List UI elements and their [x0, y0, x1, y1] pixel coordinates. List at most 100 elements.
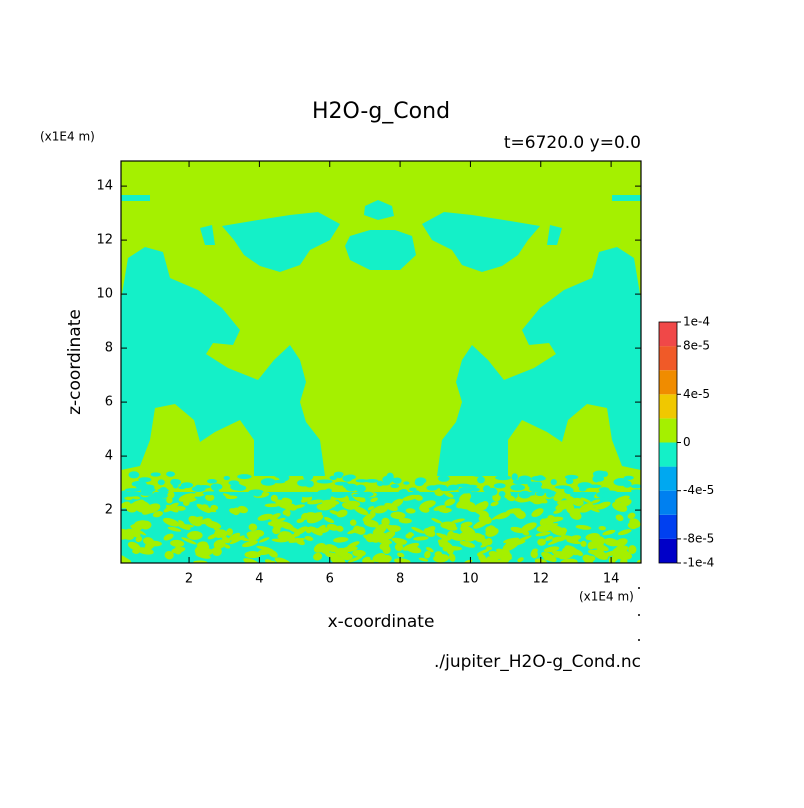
- contour-region: [628, 545, 637, 554]
- contour-region: [546, 490, 556, 496]
- contour-region: [550, 479, 557, 486]
- contour-region: [252, 490, 262, 497]
- contour-region: [437, 247, 641, 476]
- contour-region: [598, 525, 606, 531]
- contour-region: [144, 541, 155, 550]
- contour-region: [258, 537, 270, 543]
- x-unit: (x1E4 m): [579, 590, 634, 604]
- contour-region: [412, 490, 420, 495]
- contour-region: [167, 491, 175, 499]
- contour-region: [398, 517, 412, 524]
- contour-region: [130, 527, 147, 536]
- contour-region: [440, 487, 454, 492]
- contour-region: [455, 483, 471, 488]
- contour-region: [473, 501, 489, 512]
- contour-region: [296, 518, 305, 523]
- contour-region: [448, 553, 456, 562]
- contour-region: [353, 525, 362, 534]
- contour-region: [229, 508, 239, 515]
- contour-region: [347, 555, 363, 563]
- contour-region: [304, 536, 314, 541]
- contour-region: [335, 547, 349, 557]
- colorbar-tick-label: -8e-5: [683, 531, 714, 545]
- contour-region: [284, 508, 291, 517]
- contour-region: [617, 529, 632, 536]
- contour-region: [601, 491, 618, 499]
- contour-region: [313, 552, 323, 561]
- contour-region: [383, 477, 398, 482]
- contour-region: [200, 225, 215, 245]
- contour-region: [397, 552, 405, 558]
- contour-region: [532, 495, 546, 505]
- contour-region: [446, 546, 463, 551]
- contour-region: [121, 501, 131, 509]
- contour-region: [382, 545, 391, 555]
- x-tick-label: 12: [532, 572, 549, 587]
- contour-region: [150, 472, 161, 477]
- contour-region: [243, 558, 260, 563]
- contour-region: [485, 527, 499, 537]
- colorbar-swatch: [659, 490, 677, 515]
- contour-region: [405, 508, 416, 514]
- contour-region: [211, 486, 218, 491]
- contour-region: [365, 479, 379, 483]
- contour-region: [352, 549, 366, 557]
- contour-region: [445, 524, 458, 531]
- contour-region: [612, 195, 641, 201]
- contour-region: [413, 536, 429, 541]
- contour-region: [580, 540, 587, 547]
- contour-region: [423, 527, 436, 537]
- contour-region: [580, 497, 592, 504]
- colorbar-swatch: [659, 370, 677, 395]
- contour-region: [323, 516, 335, 524]
- contour-region: [390, 511, 406, 520]
- contour-region: [132, 531, 141, 538]
- contour-region: [440, 508, 450, 514]
- contour-region: [543, 546, 560, 553]
- contour-region: [167, 526, 182, 532]
- contour-region: [615, 479, 629, 486]
- contour-region: [138, 477, 152, 483]
- contour-region: [331, 492, 347, 499]
- contour-region: [134, 520, 148, 525]
- contour-region: [518, 490, 531, 499]
- contour-region: [329, 475, 337, 480]
- contour-region: [216, 529, 228, 538]
- contour-region: [273, 479, 286, 484]
- contour-region: [271, 538, 287, 543]
- contour-region: [518, 475, 532, 483]
- contour-region: [585, 533, 600, 541]
- contour-region: [539, 518, 547, 527]
- colorbar-tick-label: 8e-5: [683, 339, 710, 353]
- contour-region: [178, 485, 186, 490]
- contour-region: [627, 522, 637, 530]
- contour-region: [132, 524, 143, 531]
- axes: 2 4 6 8 10 12 14 2 4 6 8 10 12 14: [96, 160, 642, 587]
- contour-region: [405, 545, 422, 554]
- contour-region: [301, 497, 309, 503]
- contour-region: [213, 539, 226, 549]
- contour-region: [305, 480, 314, 488]
- y-tick-label: 6: [105, 395, 113, 410]
- contour-region: [132, 496, 141, 500]
- contour-region: [286, 492, 297, 498]
- plot-frame: [120, 160, 642, 564]
- colorbar-swatch: [659, 466, 677, 491]
- contour-region: [128, 471, 140, 479]
- contour-region: [321, 499, 340, 506]
- contour-region: [334, 481, 348, 486]
- contour-region: [226, 528, 233, 536]
- contour-region: [333, 471, 344, 478]
- contour-region: [623, 475, 634, 480]
- contour-region: [394, 491, 408, 498]
- contour-region: [352, 493, 363, 498]
- contour-region: [564, 487, 574, 495]
- contour-region: [418, 557, 429, 562]
- contour-region: [157, 479, 165, 486]
- contour-region: [367, 506, 375, 511]
- contour-region: [433, 505, 447, 511]
- contour-region: [134, 504, 147, 513]
- chart-title: H2O-g_Cond: [312, 99, 450, 124]
- contour-region: [543, 552, 550, 561]
- contour-region: [363, 519, 379, 528]
